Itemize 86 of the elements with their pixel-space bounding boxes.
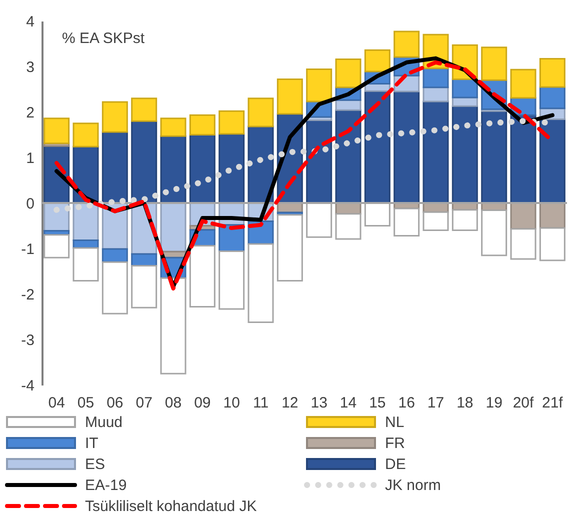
x-tick-label: 12	[282, 394, 298, 412]
x-tick-label: 21f	[542, 394, 564, 412]
bar	[539, 58, 566, 88]
bar	[131, 265, 158, 308]
bar	[72, 122, 99, 148]
x-tick-label: 20f	[512, 394, 535, 412]
y-tick-label: 2	[26, 104, 34, 122]
legend-label: Muud	[85, 414, 123, 431]
x-tick-label: 13	[310, 394, 328, 412]
y-tick-label: 4	[26, 14, 34, 30]
x-tick-label: 18	[456, 394, 474, 412]
bar	[44, 234, 70, 258]
x-tick-label: 15	[369, 394, 386, 412]
bar	[422, 86, 449, 102]
legend-label: FR	[385, 435, 406, 452]
bar	[102, 131, 128, 204]
x-tick-label: 06	[106, 394, 124, 412]
bar	[218, 133, 245, 204]
bar	[160, 277, 186, 374]
bar	[189, 114, 216, 136]
x-tick-label: 16	[398, 394, 415, 412]
bar	[131, 120, 158, 204]
y-tick-label: -3	[21, 332, 34, 349]
bar	[364, 90, 390, 204]
bar	[539, 227, 566, 262]
bar	[131, 253, 158, 267]
bar	[422, 211, 449, 232]
y-tick-label: -2	[21, 286, 34, 304]
bar	[102, 248, 128, 263]
x-tick-label: 19	[486, 394, 502, 412]
bar	[394, 90, 420, 204]
bar	[218, 250, 245, 310]
y-tick-label: 1	[26, 150, 34, 167]
bar	[510, 68, 536, 99]
bar	[248, 98, 274, 128]
bar	[452, 209, 478, 232]
bar	[160, 118, 186, 137]
bar	[276, 78, 303, 115]
bar	[510, 228, 536, 260]
bar	[394, 208, 420, 237]
bar	[72, 247, 99, 282]
legend-label: EA-19	[85, 477, 127, 494]
bar	[539, 86, 566, 110]
bar	[422, 68, 449, 88]
x-tick-label: 14	[340, 394, 357, 412]
bar	[102, 261, 128, 314]
bar	[394, 30, 420, 58]
legend-label: Tsükliliselt kohandatud JK	[85, 498, 257, 515]
x-tick-label: 07	[136, 394, 152, 412]
bar	[539, 118, 566, 204]
bar	[131, 98, 158, 122]
x-tick-label: 05	[77, 394, 94, 412]
bar	[364, 49, 390, 72]
bar	[452, 105, 478, 204]
y-tick-label: -1	[21, 241, 34, 258]
y-tick-label: -4	[21, 378, 34, 394]
bar	[44, 118, 70, 144]
bar	[335, 213, 362, 240]
x-tick-label: 11	[252, 394, 269, 412]
bar	[481, 110, 508, 204]
legend-label: NL	[385, 414, 404, 431]
y-tick-label: 0	[26, 196, 34, 212]
bar	[481, 46, 508, 81]
bar	[160, 202, 186, 252]
bar	[160, 135, 186, 204]
legend-label: DE	[385, 456, 406, 473]
bar	[481, 210, 508, 256]
x-tick-label: 10	[223, 394, 240, 412]
bar	[248, 243, 274, 323]
y-tick-label: 3	[26, 59, 34, 76]
legend-label: JK norm	[385, 477, 441, 494]
x-tick-label: 17	[427, 394, 444, 412]
bar	[189, 134, 216, 204]
legend-label: IT	[85, 435, 98, 452]
text: % EA SKPst	[62, 30, 146, 47]
bar	[276, 214, 303, 282]
x-tick-label: 09	[194, 394, 211, 412]
legend-label: ES	[85, 456, 106, 473]
x-tick-label: 04	[48, 394, 65, 412]
bar	[335, 58, 362, 88]
x-tick-label: 08	[164, 394, 182, 412]
bar	[422, 100, 449, 204]
bar	[189, 245, 216, 308]
bar	[306, 68, 332, 102]
bar	[218, 110, 245, 135]
bar	[102, 101, 128, 133]
